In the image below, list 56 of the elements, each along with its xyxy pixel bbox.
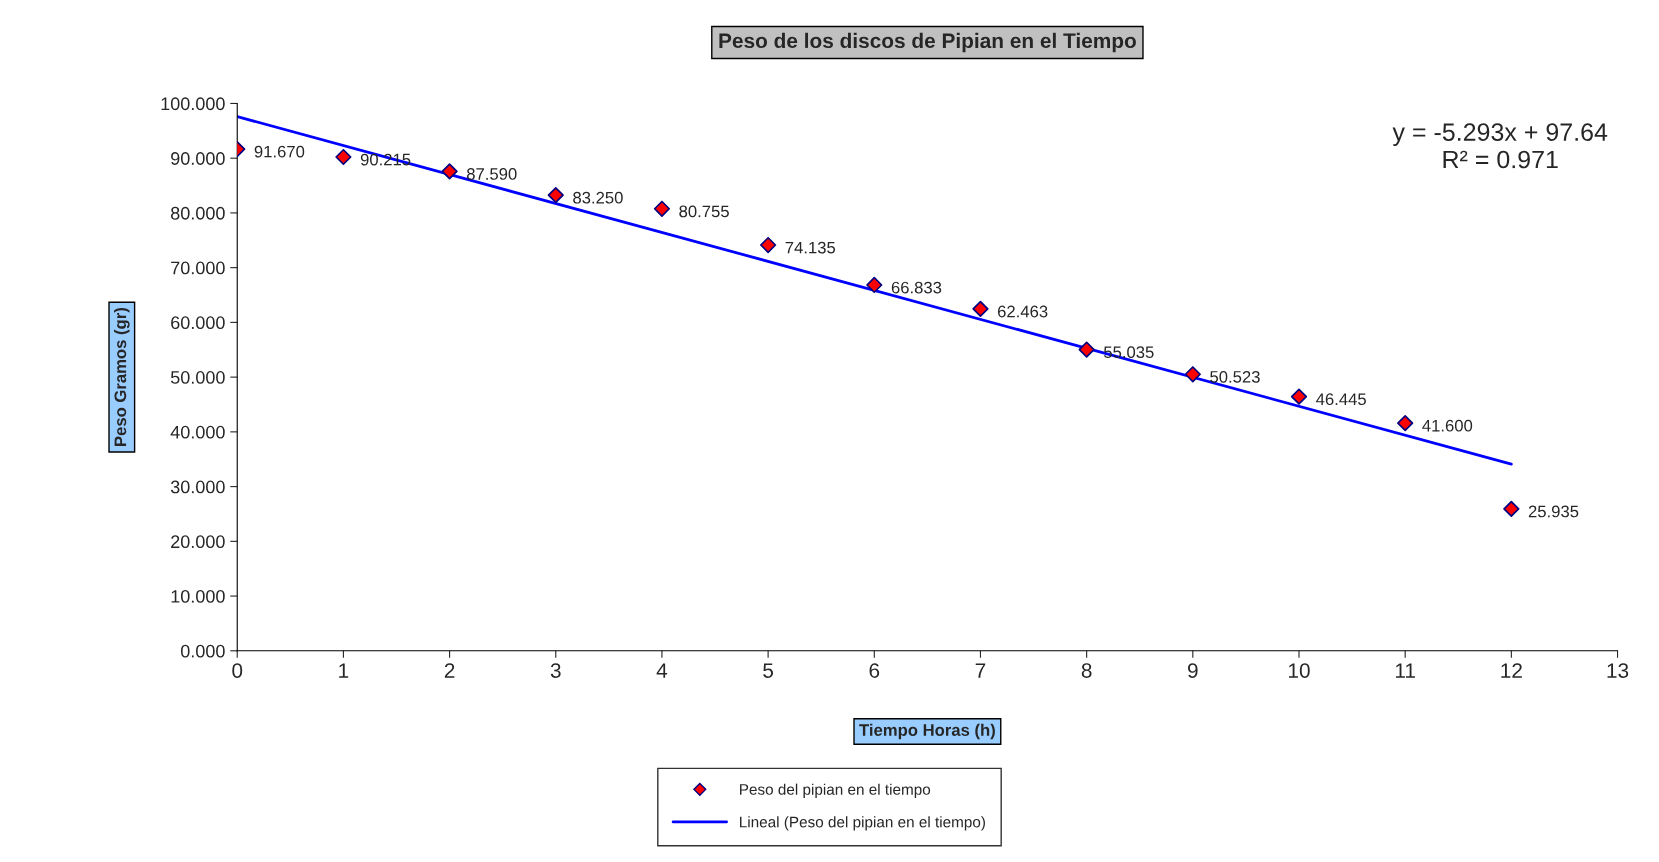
data-label: 66.833 bbox=[891, 281, 942, 294]
y-tick-label: 80.000 bbox=[171, 206, 225, 220]
data-label: 50.523 bbox=[1210, 370, 1260, 383]
x-tick-label: 12 bbox=[1501, 663, 1522, 678]
x-tick-label: 7 bbox=[975, 663, 986, 678]
x-tick-label: 13 bbox=[1607, 663, 1629, 678]
x-tick-label: 6 bbox=[869, 663, 880, 678]
x-tick-label: 8 bbox=[1081, 663, 1092, 678]
y-axis-title: Peso Gramos (gr) bbox=[114, 308, 130, 446]
data-label: 46.445 bbox=[1316, 393, 1366, 406]
point bbox=[1290, 388, 1308, 405]
point bbox=[1503, 500, 1520, 517]
data-label: 25.935 bbox=[1528, 505, 1579, 518]
data-label: 83.250 bbox=[573, 191, 623, 204]
y-tick-label: 60.000 bbox=[171, 316, 225, 330]
x-tick-label: 4 bbox=[656, 663, 668, 678]
data-label: 80.755 bbox=[679, 205, 729, 218]
annotation: y = -5.293x + 97.64 bbox=[1392, 123, 1608, 146]
y-tick-label: 10.000 bbox=[171, 590, 225, 603]
annotation: R² = 0.971 bbox=[1443, 150, 1558, 169]
point bbox=[759, 236, 777, 254]
y-tick-label: 50.000 bbox=[170, 371, 225, 384]
point bbox=[1078, 341, 1095, 358]
y-tick-label: 100.000 bbox=[161, 97, 225, 111]
data-label: 87.590 bbox=[466, 168, 517, 180]
data-label: 91.670 bbox=[254, 145, 305, 158]
point bbox=[653, 200, 671, 217]
y-tick-label: 30.000 bbox=[170, 480, 225, 494]
point bbox=[1184, 366, 1201, 383]
data-label: 41.600 bbox=[1422, 419, 1473, 432]
x-tick-label: 10 bbox=[1289, 663, 1310, 678]
data-label: 74.135 bbox=[785, 241, 836, 254]
point bbox=[335, 148, 352, 166]
x-tick-label: 11 bbox=[1395, 663, 1415, 678]
x-tick-label: 3 bbox=[550, 663, 561, 678]
data-label: 55.035 bbox=[1103, 346, 1154, 359]
point bbox=[441, 163, 458, 180]
legend-label: Peso del pipian en el tiempo bbox=[740, 783, 931, 798]
y-tick-label: 90.000 bbox=[171, 152, 225, 165]
legend-label: Lineal (Peso del pipian en el tiempo) bbox=[740, 816, 985, 831]
x-tick-label: 2 bbox=[444, 663, 455, 678]
x-tick-label: 9 bbox=[1188, 663, 1198, 678]
x-tick-label: 1 bbox=[339, 663, 349, 678]
x-axis-title: Tiempo Horas (h) bbox=[859, 723, 995, 740]
point bbox=[972, 300, 989, 318]
y-tick-label: 40.000 bbox=[170, 425, 225, 439]
y-tick-label: 70.000 bbox=[171, 261, 225, 275]
x-tick-label: 0 bbox=[232, 663, 243, 678]
y-tick-label: 20.000 bbox=[171, 535, 225, 549]
y-tick-label: 0.000 bbox=[180, 644, 225, 658]
point bbox=[547, 187, 564, 204]
point bbox=[1397, 414, 1414, 432]
x-tick-label: 5 bbox=[763, 663, 774, 678]
chart-title: Peso de los discos de Pipian en el Tiempo bbox=[719, 32, 1136, 53]
data-label: 62.463 bbox=[997, 305, 1048, 318]
point bbox=[866, 276, 883, 294]
